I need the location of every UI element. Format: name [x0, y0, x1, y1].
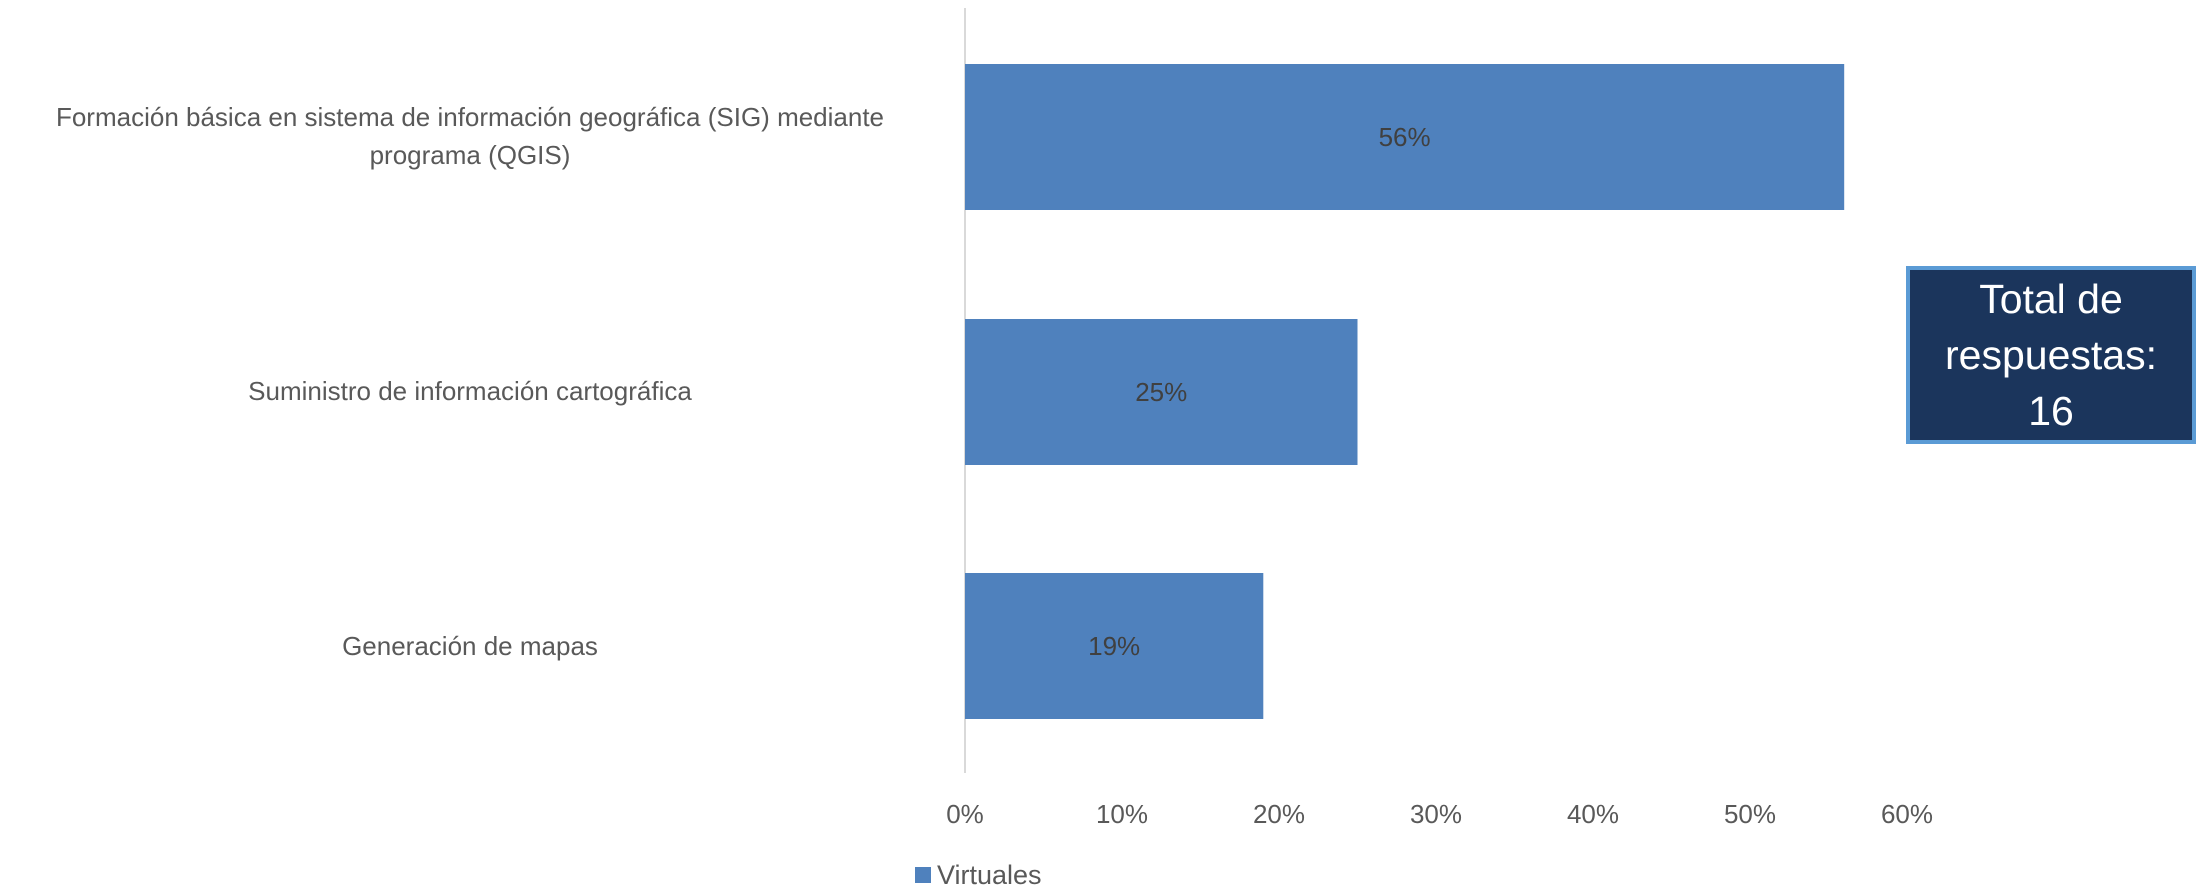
data-label: 19% [1088, 631, 1140, 661]
category-label-suministro: Suministro de información cartográfica [5, 372, 935, 410]
x-tick-label: 30% [1410, 799, 1462, 829]
category-label-line: Generación de mapas [342, 631, 598, 661]
bar [965, 573, 1264, 719]
legend-swatch [915, 867, 931, 883]
legend-label: Virtuales [937, 860, 1042, 890]
x-tick-label: 10% [1096, 799, 1148, 829]
category-label-mapas: Generación de mapas [5, 627, 935, 665]
data-label: 25% [1135, 377, 1187, 407]
x-tick-label: 0% [946, 799, 984, 829]
total-box-count: 16 [2028, 388, 2074, 434]
bar [965, 64, 1845, 210]
category-label-qgis: Formación básica en sistema de informaci… [5, 98, 935, 174]
data-label: 56% [1379, 122, 1431, 152]
legend: Virtuales [915, 860, 1042, 890]
category-label-line: Formación básica en sistema de informaci… [55, 102, 885, 132]
total-responses-box: Total de respuestas: 16 [1906, 266, 2196, 444]
x-tick-label: 40% [1567, 799, 1619, 829]
x-tick-label: 50% [1724, 799, 1776, 829]
x-tick-label: 20% [1253, 799, 1305, 829]
bar [965, 319, 1358, 465]
x-tick-label: 60% [1881, 799, 1933, 829]
category-label-line: programa (QGIS) [369, 140, 571, 170]
total-box-line: Total de [1979, 276, 2123, 322]
total-box-line: respuestas: [1945, 332, 2157, 378]
category-label-line: Suministro de información cartográfica [248, 376, 692, 406]
